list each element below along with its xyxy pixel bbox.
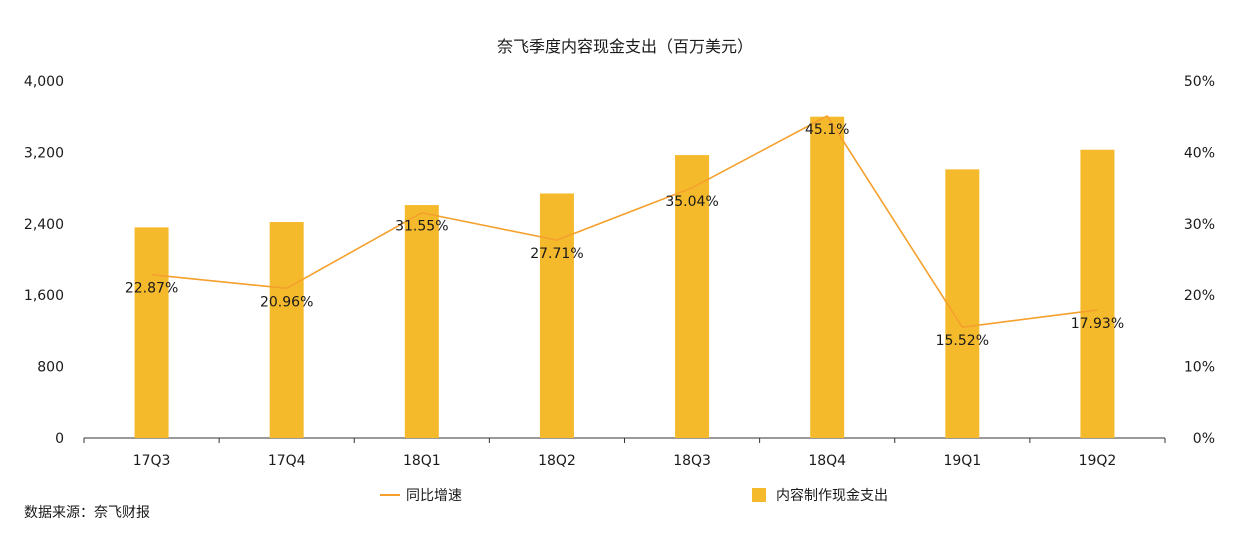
- y-left-tick-label: 4,000: [24, 74, 64, 90]
- data-label: 20.96%: [260, 294, 313, 310]
- y-left-tick-label: 0: [55, 431, 64, 447]
- data-label: 22.87%: [125, 281, 178, 297]
- legend: 同比增速 内容制作现金支出: [380, 487, 888, 504]
- bar: [1080, 149, 1115, 438]
- data-label: 31.55%: [395, 219, 448, 235]
- data-label: 45.1%: [805, 122, 849, 138]
- y-right-tick-label: 10%: [1184, 360, 1215, 376]
- y-right-tick-label: 30%: [1184, 217, 1215, 233]
- y-right-tick-label: 50%: [1184, 74, 1215, 90]
- x-tick-label: 18Q4: [808, 453, 846, 469]
- bar: [945, 169, 980, 439]
- y-left-tick-label: 800: [37, 360, 64, 376]
- data-label: 35.04%: [665, 194, 718, 210]
- x-tick-label: 18Q1: [403, 453, 441, 469]
- line-layer: [151, 115, 1098, 328]
- growth-line: [151, 115, 1098, 328]
- x-tick-label: 19Q1: [943, 453, 981, 469]
- y-right-tick-label: 40%: [1184, 145, 1215, 161]
- source-note: 数据来源：奈飞财报: [24, 505, 150, 521]
- point-labels: 22.87% 20.96% 31.55% 27.71% 35.04% 45.1% 15.52…: [125, 122, 1124, 349]
- y-left-tick-label: 1,600: [24, 288, 64, 304]
- bar: [539, 193, 574, 438]
- data-label: 27.71%: [530, 246, 583, 262]
- y-left-tick-label: 2,400: [24, 217, 64, 233]
- bars: [134, 116, 1115, 439]
- axes: 17Q3 17Q4 18Q1 18Q2 18Q3 18Q4 19Q1 19Q2 0 800 1,60…: [24, 74, 1215, 469]
- bar: [810, 116, 845, 438]
- bar: [134, 227, 169, 438]
- chart-title: 奈飞季度内容现金支出（百万美元）: [497, 37, 753, 56]
- y-right-tick-label: 0%: [1193, 431, 1215, 447]
- x-tick-label: 18Q3: [673, 453, 711, 469]
- legend-bar-swatch: [752, 488, 766, 502]
- data-label: 17.93%: [1071, 316, 1124, 332]
- bar: [404, 205, 439, 438]
- bar: [675, 155, 710, 438]
- x-tick-label: 17Q3: [133, 453, 171, 469]
- bar: [269, 222, 304, 438]
- x-tick-label: 18Q2: [538, 453, 576, 469]
- y-left-tick-label: 3,200: [24, 145, 64, 161]
- x-tick-label: 17Q4: [268, 453, 306, 469]
- legend-line-label: 同比增速: [406, 488, 462, 504]
- data-label: 15.52%: [936, 333, 989, 349]
- y-right-tick-label: 20%: [1184, 288, 1215, 304]
- x-tick-label: 19Q2: [1079, 453, 1117, 469]
- legend-bar-label: 内容制作现金支出: [776, 487, 888, 504]
